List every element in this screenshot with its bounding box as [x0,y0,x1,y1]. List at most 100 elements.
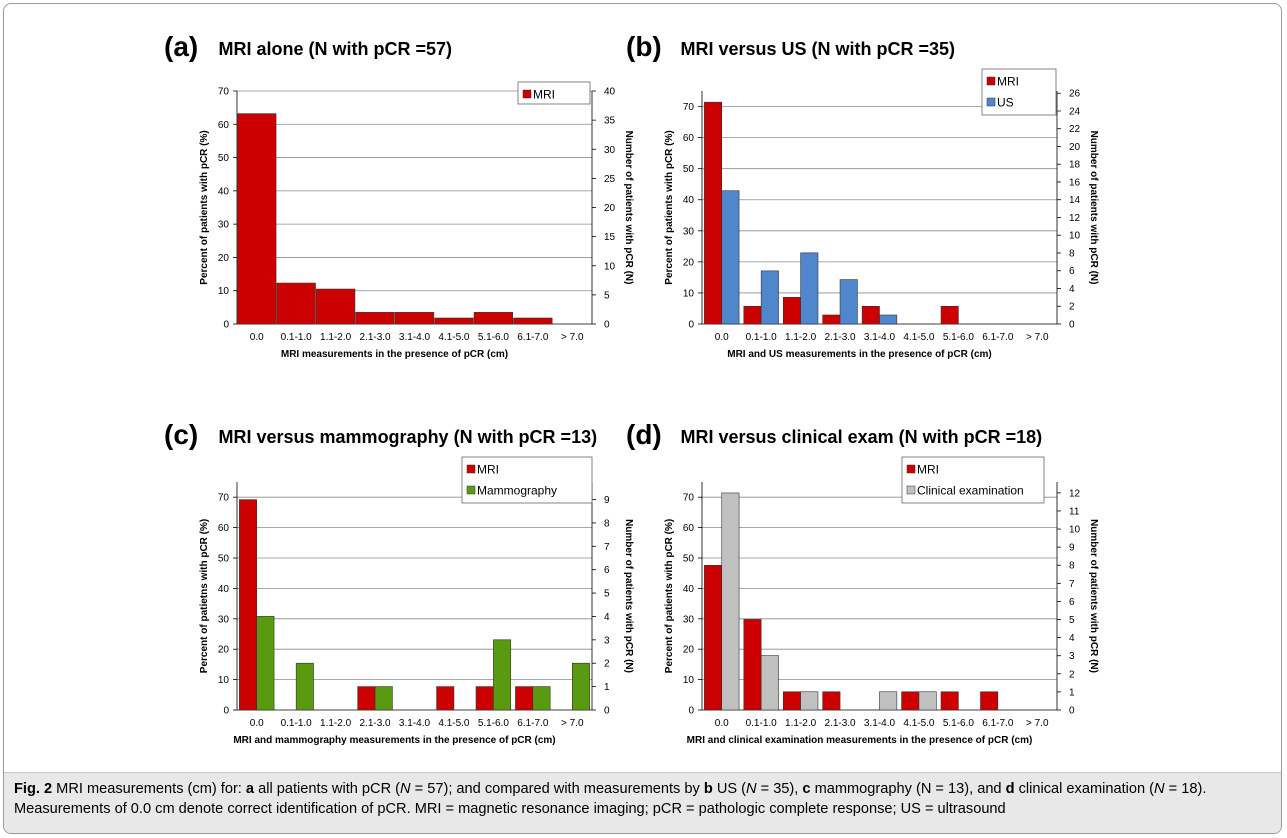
y2-tick-label: 15 [604,232,616,243]
legend-swatch [466,485,476,495]
x-tick-label: 0.1-1.0 [281,718,313,729]
bar-clinical-examination [800,691,819,711]
x-tick-label: 2.1-3.0 [824,718,856,729]
bar-mri [980,691,999,711]
bar-mri [704,101,723,325]
caption-part: d [1005,781,1015,797]
bar-mri [822,691,841,711]
y-tick-label: 0 [223,320,229,331]
x-tick-label: > 7.0 [561,332,584,343]
x-axis-label: MRI and mammography measurements in the … [233,735,555,746]
y-tick-label: 40 [218,186,230,197]
caption-part: US ( [712,781,747,797]
y-tick-label: 20 [218,253,230,264]
y-axis-label: Percent of patients with pCR (%) [199,130,210,284]
y2-tick-label: 8 [1069,561,1075,572]
panel-label: (c) [164,419,198,450]
bar-us [879,314,898,325]
legend-label: MRI [917,463,939,477]
bar-mri [315,288,356,325]
x-tick-label: > 7.0 [1026,718,1049,729]
bar-mri [822,314,841,325]
x-tick-label: 5.1-6.0 [478,718,510,729]
y2-tick-label: 2 [1069,302,1075,313]
x-axis-label: MRI and clinical examination measurement… [687,735,1033,746]
y2-tick-label: 20 [1069,142,1081,153]
x-tick-label: 2.1-3.0 [824,332,856,343]
bar-us [800,252,819,325]
y2-tick-label: 0 [604,320,610,331]
caption-part: N [400,781,411,797]
caption-text: MRI measurements (cm) for: a all patient… [14,781,1206,817]
y2-tick-label: 1 [604,682,610,693]
x-tick-label: 1.1-2.0 [320,332,352,343]
y2-tick-label: 26 [1069,89,1081,100]
panel-label: (b) [626,31,662,62]
x-tick-label: 5.1-6.0 [943,332,975,343]
caption-part: b [703,781,713,797]
bar-clinical-examination [918,691,937,711]
x-tick-label: 0.1-1.0 [746,332,778,343]
bar-mammography [532,686,551,711]
x-tick-label: > 7.0 [561,718,584,729]
x-tick-label: 6.1-7.0 [982,332,1014,343]
y-tick-label: 50 [218,153,230,164]
x-tick-label: 4.1-5.0 [438,332,470,343]
y2-tick-label: 35 [604,116,616,127]
y2-tick-label: 9 [604,495,610,506]
x-tick-label: 0.0 [715,718,729,729]
y-tick-label: 60 [683,133,695,144]
x-tick-label: 2.1-3.0 [359,718,391,729]
bar-clinical-examination [879,691,898,711]
panel-title: MRI versus clinical exam (N with pCR =18… [681,427,1043,447]
y-tick-label: 50 [683,164,695,175]
x-tick-label: 3.1-4.0 [399,718,431,729]
y2-tick-label: 1 [1069,687,1075,698]
y2-tick-label: 12 [1069,213,1081,224]
bar-mri [901,691,920,711]
figure-charts: (a) MRI alone (N with pCR =57)01020304050… [164,31,1099,746]
y-tick-label: 70 [218,493,230,504]
y-tick-label: 10 [683,288,695,299]
bar-mri [782,296,801,325]
y-tick-label: 60 [218,523,230,534]
legend-box [461,456,593,504]
y-tick-label: 70 [683,493,695,504]
caption-part: = 18). Measurements of 0.0 cm denote cor… [14,781,1207,817]
x-tick-label: 0.0 [250,718,264,729]
y2-tick-label: 40 [604,87,616,98]
caption-part: c [802,781,811,797]
panel-title: MRI versus US (N with pCR =35) [681,39,956,59]
y-tick-label: 10 [218,675,230,686]
y2-tick-label: 10 [604,261,616,272]
y-tick-label: 40 [683,195,695,206]
legend-box [981,68,1057,116]
x-tick-label: 3.1-4.0 [864,332,896,343]
y-tick-label: 40 [683,584,695,595]
bar-mri [515,686,534,711]
bar-mammography [493,639,512,711]
y2-tick-label: 4 [1069,284,1075,295]
figure-caption: Fig. 2 MRI measurements (cm) for: a all … [14,779,1276,819]
legend-swatch [906,464,916,474]
bar-mri [473,312,514,325]
x-tick-label: 3.1-4.0 [399,332,431,343]
bar-mammography [295,662,314,711]
y-tick-label: 70 [683,102,695,113]
x-tick-label: 0.0 [715,332,729,343]
bar-mri [434,317,474,325]
bar-mri [436,686,455,711]
legend-box [901,456,1045,504]
bar-mri [237,113,277,325]
y-axis-label: Percent of patients with pCR (%) [664,130,675,284]
x-tick-label: 0.1-1.0 [281,332,313,343]
y-tick-label: 40 [218,584,230,595]
legend-box [517,81,591,105]
legend-label: MRI [997,75,1019,89]
caption-label: Fig. 2 [14,781,53,797]
panel-label: (d) [626,419,662,450]
caption-part: MRI measurements (cm) for: [52,781,246,797]
y-tick-label: 20 [683,257,695,268]
y-tick-label: 30 [218,220,230,231]
bar-mammography [374,686,393,711]
